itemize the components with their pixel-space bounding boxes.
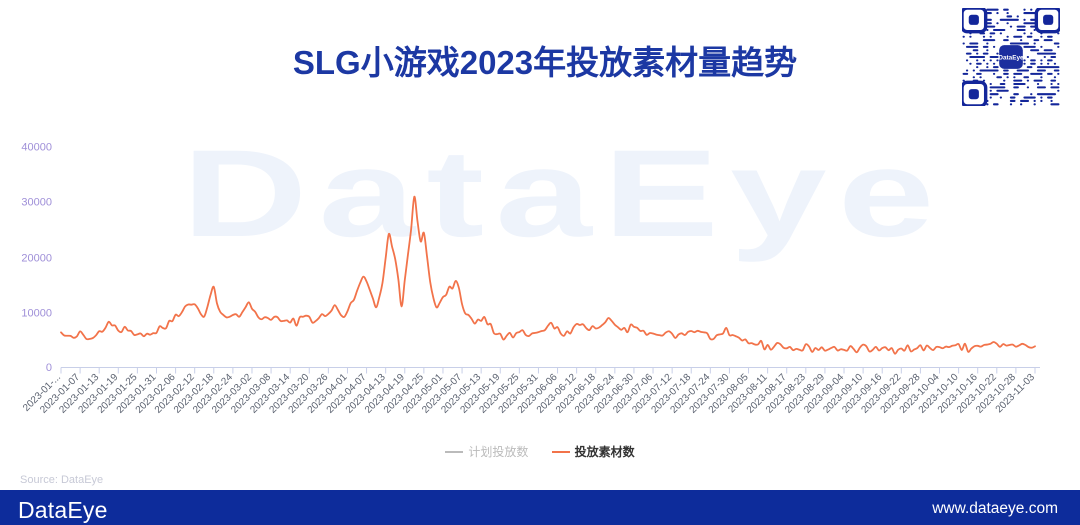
- svg-text:40000: 40000: [21, 142, 52, 154]
- svg-text:30000: 30000: [21, 197, 52, 209]
- svg-text:10000: 10000: [21, 308, 52, 320]
- svg-text:0: 0: [46, 362, 52, 374]
- svg-text:20000: 20000: [21, 253, 52, 265]
